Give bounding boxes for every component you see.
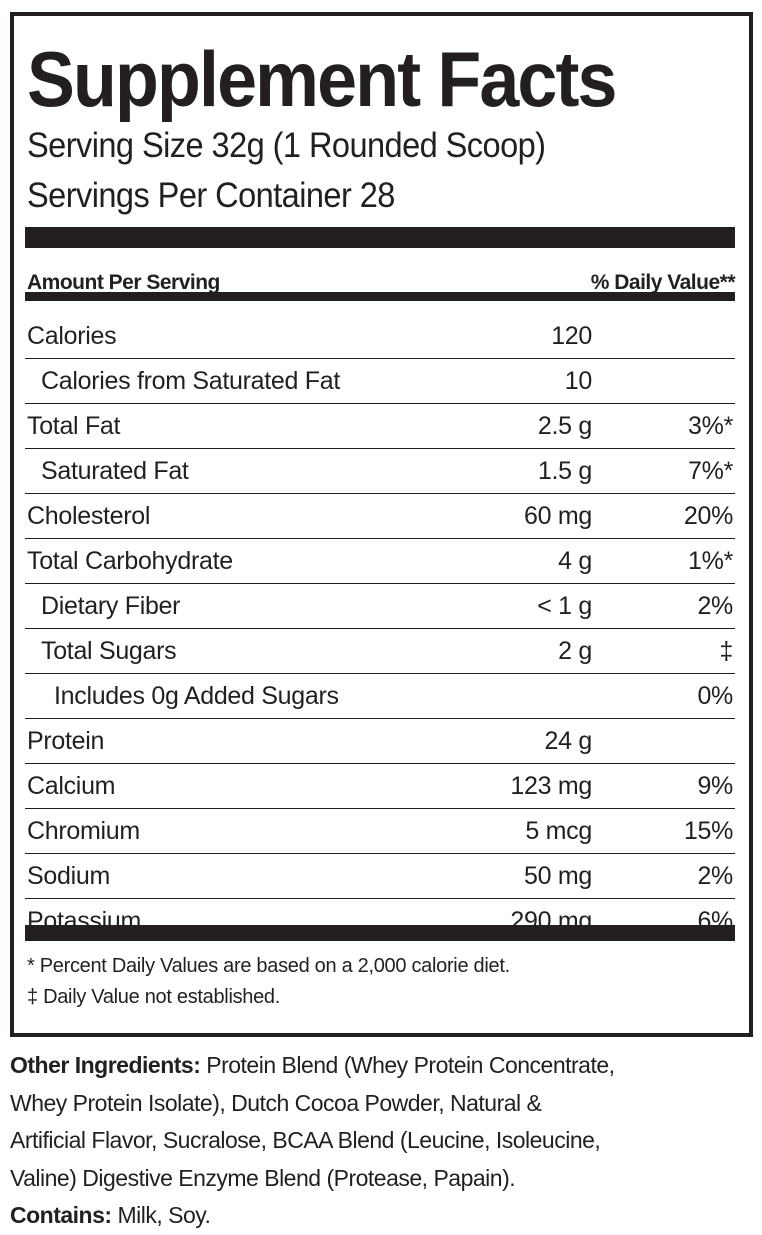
medium-divider bbox=[25, 292, 735, 301]
nutrient-amount: 24 g bbox=[544, 727, 593, 755]
nutrient-name: Saturated Fat bbox=[41, 457, 189, 485]
nutrient-row: Sodium 50 mg 2% bbox=[25, 854, 735, 899]
nutrient-amount: 2 g bbox=[558, 637, 592, 665]
nutrient-table: Calories 120 Calories from Saturated Fat 10… bbox=[25, 314, 735, 943]
amount-per-serving-header: Amount Per Serving bbox=[27, 271, 220, 294]
nutrient-amount: 1.5 g bbox=[537, 457, 592, 485]
nutrient-amount: 120 bbox=[551, 322, 592, 350]
serving-size: Serving Size 32g (1 Rounded Scoop) bbox=[27, 126, 546, 165]
nutrient-name: Calories bbox=[27, 322, 117, 350]
ingredients-line: Artificial Flavor, Sucralose, BCAA Blend… bbox=[10, 1127, 601, 1153]
daily-value-header: % Daily Value** bbox=[590, 271, 736, 294]
nutrient-row: Calcium 123 mg 9% bbox=[25, 764, 735, 809]
nutrient-amount: 2.5 g bbox=[537, 412, 592, 440]
other-ingredients: Other Ingredients: Protein Blend (Whey P… bbox=[10, 1047, 762, 1235]
nutrient-row: Chromium 5 mcg 15% bbox=[25, 809, 735, 854]
contains-label: Contains: bbox=[10, 1202, 112, 1228]
allergens: Milk, Soy. bbox=[117, 1202, 211, 1228]
nutrient-amount: < 1 g bbox=[537, 592, 592, 620]
nutrient-name: Chromium bbox=[27, 817, 140, 845]
ingredients-line: Protein Blend (Whey Protein Concentrate, bbox=[206, 1052, 615, 1078]
nutrient-row: Dietary Fiber < 1 g 2% bbox=[25, 584, 735, 629]
nutrient-daily-value: 1%* bbox=[688, 547, 733, 575]
thick-divider-bottom bbox=[25, 925, 735, 941]
panel-title: Supplement Facts bbox=[27, 35, 617, 123]
nutrient-row: Protein 24 g bbox=[25, 719, 735, 764]
nutrient-row: Total Sugars 2 g ‡ bbox=[25, 629, 735, 674]
nutrient-name: Protein bbox=[27, 727, 105, 755]
nutrient-row: Calories 120 bbox=[25, 314, 735, 359]
thick-divider bbox=[25, 227, 735, 248]
nutrient-name: Total Sugars bbox=[41, 637, 177, 665]
nutrient-daily-value: ‡ bbox=[719, 637, 733, 665]
nutrient-amount: 60 mg bbox=[524, 502, 592, 530]
nutrient-amount: 5 mcg bbox=[525, 817, 592, 845]
nutrient-name: Sodium bbox=[27, 862, 110, 890]
footnote-daily-values: * Percent Daily Values are based on a 2,… bbox=[27, 955, 510, 977]
footnote-not-established: ‡ Daily Value not established. bbox=[27, 986, 281, 1008]
nutrient-row: Calories from Saturated Fat 10 bbox=[25, 359, 735, 404]
nutrient-row: Total Carbohydrate 4 g 1%* bbox=[25, 539, 735, 584]
other-ingredients-label: Other Ingredients: bbox=[10, 1052, 201, 1078]
nutrient-daily-value: 7%* bbox=[688, 457, 733, 485]
nutrient-name: Total Carbohydrate bbox=[27, 547, 233, 575]
nutrient-daily-value: 2% bbox=[697, 592, 733, 620]
nutrient-daily-value: 20% bbox=[683, 502, 733, 530]
nutrient-daily-value: 15% bbox=[683, 817, 733, 845]
nutrient-amount: 50 mg bbox=[524, 862, 592, 890]
ingredients-line: Whey Protein Isolate), Dutch Cocoa Powde… bbox=[10, 1089, 542, 1116]
nutrient-amount: 10 bbox=[564, 367, 593, 395]
nutrient-name: Calcium bbox=[27, 772, 116, 800]
nutrient-name: Dietary Fiber bbox=[41, 592, 181, 620]
supplement-facts-panel: Supplement Facts Serving Size 32g (1 Rou… bbox=[10, 12, 753, 1037]
nutrient-row: Cholesterol 60 mg 20% bbox=[25, 494, 735, 539]
nutrient-daily-value: 0% bbox=[697, 682, 733, 710]
nutrient-amount: 123 mg bbox=[510, 772, 592, 800]
nutrient-row: Includes 0g Added Sugars 0% bbox=[25, 674, 735, 719]
nutrient-daily-value: 9% bbox=[697, 772, 733, 800]
nutrient-name: Cholesterol bbox=[27, 502, 151, 530]
nutrient-amount: 4 g bbox=[558, 547, 592, 575]
nutrient-row: Total Fat 2.5 g 3%* bbox=[25, 404, 735, 449]
nutrient-name: Total Fat bbox=[27, 412, 121, 440]
column-header: Amount Per Serving % Daily Value** bbox=[27, 271, 736, 295]
nutrient-daily-value: 3%* bbox=[688, 412, 733, 440]
nutrient-name: Calories from Saturated Fat bbox=[41, 367, 340, 395]
servings-per-container: Servings Per Container 28 bbox=[27, 176, 395, 215]
contains-statement: Contains: Milk, Soy. bbox=[10, 1197, 762, 1235]
nutrient-daily-value: 2% bbox=[697, 862, 733, 890]
nutrient-name: Includes 0g Added Sugars bbox=[54, 682, 339, 710]
ingredients-line: Valine) Digestive Enzyme Blend (Protease… bbox=[10, 1164, 516, 1191]
nutrient-row: Saturated Fat 1.5 g 7%* bbox=[25, 449, 735, 494]
